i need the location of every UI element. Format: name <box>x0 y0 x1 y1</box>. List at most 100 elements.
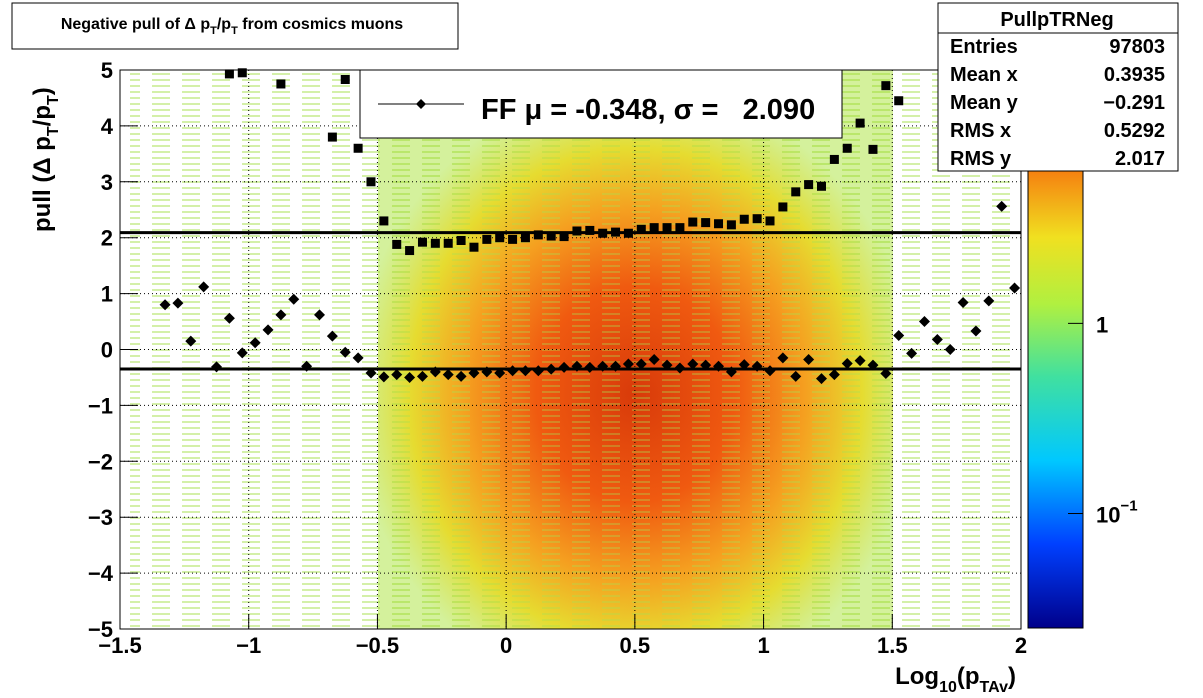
mean-marker <box>854 355 866 367</box>
mean-marker <box>700 359 712 371</box>
mean-marker <box>635 358 647 370</box>
stats-rows: Entries 97803 Mean x 0.3935 Mean y −0.291 RMS … <box>950 36 1165 170</box>
mean-marker <box>828 369 840 381</box>
y-tick-label: 5 <box>101 58 113 83</box>
sigma-marker <box>816 181 826 191</box>
mean-marker <box>159 299 171 311</box>
heatmap-texture <box>378 70 893 629</box>
sigma-marker <box>829 154 839 164</box>
mean-marker <box>198 281 210 293</box>
x-title-part: ) <box>1008 663 1016 690</box>
y-title-part: pull (Δ p <box>29 136 56 232</box>
sigma-marker <box>456 235 466 245</box>
y-axis-title: pull (Δ pT/pT) <box>29 87 62 232</box>
z-axis: 1 10−1 <box>1068 312 1138 528</box>
sigma-marker <box>366 177 376 187</box>
mean-marker <box>944 344 956 355</box>
sigma-marker <box>598 228 608 238</box>
mean-marker <box>893 330 905 342</box>
stats-value: −0.291 <box>1103 92 1165 114</box>
mean-marker <box>378 371 390 383</box>
mean-marker <box>172 297 184 309</box>
mean-marker <box>558 361 570 373</box>
mean-marker <box>301 360 313 372</box>
title-box <box>11 2 459 50</box>
title-part: from cosmics muons <box>238 16 403 33</box>
mean-marker <box>597 360 609 372</box>
mean-marker <box>790 370 802 382</box>
sigma-marker <box>778 202 788 212</box>
sigma-marker <box>636 224 646 234</box>
x-tick-label: 1 <box>757 633 769 658</box>
mean-marker <box>777 352 789 364</box>
sigma-marker <box>495 233 505 243</box>
mean-marker <box>494 367 506 379</box>
sigma-marker <box>559 232 569 242</box>
stats-value: 97803 <box>1109 36 1165 58</box>
legend-marker <box>416 99 426 109</box>
mean-marker <box>481 366 493 378</box>
mean-marker <box>970 325 982 337</box>
title-part: /p <box>217 16 231 33</box>
sigma-marker <box>572 226 582 236</box>
y-tick-label: −1 <box>88 393 113 418</box>
y-tick-label: −2 <box>88 449 113 474</box>
x-tick-label: 0.5 <box>620 633 651 658</box>
stats-value: 2.017 <box>1115 148 1165 170</box>
mean-marker <box>713 360 725 372</box>
sigma-marker <box>430 238 440 248</box>
z-tick-label: 10−1 <box>1096 498 1138 528</box>
mean-marker <box>442 369 454 381</box>
sigma-marker <box>482 234 492 244</box>
mean-marker <box>648 354 660 366</box>
mean-marker <box>725 366 737 378</box>
x-title-part: (p <box>957 663 980 690</box>
y-tick-label: 4 <box>101 114 114 139</box>
mean-marker <box>365 367 377 379</box>
x-title-part: Log <box>895 663 939 690</box>
mean-marker <box>339 346 351 358</box>
sigma-marker <box>701 218 711 228</box>
mean-marker <box>906 347 918 359</box>
sigma-marker <box>765 216 775 226</box>
sigma-marker <box>675 223 685 233</box>
mean-marker <box>507 365 519 377</box>
mean-marker <box>880 368 892 380</box>
y-tick-label: 3 <box>101 170 113 195</box>
sigma-marker <box>842 143 852 153</box>
z-tick-base: 10 <box>1096 503 1120 528</box>
sigma-marker <box>276 79 286 89</box>
chart-title: Negative pull of Δ pT/pT from cosmics mu… <box>61 16 403 37</box>
sigma-marker <box>327 132 337 142</box>
sigma-marker <box>405 246 415 256</box>
sigma-marker <box>353 143 363 153</box>
marks <box>120 68 1021 385</box>
title-sub: T <box>210 25 217 37</box>
y-tick-label: 2 <box>101 226 113 251</box>
sigma-marker <box>752 214 762 224</box>
mean-marker <box>674 362 686 374</box>
mean-marker <box>571 360 583 372</box>
mean-marker <box>352 352 364 364</box>
title-part: Negative pull of Δ p <box>61 16 211 33</box>
sigma-marker <box>791 187 801 197</box>
stats-value: 0.5292 <box>1104 120 1165 142</box>
mean-marker <box>764 365 776 377</box>
stats-name: RMS y <box>950 148 1012 170</box>
sigma-marker <box>623 228 633 238</box>
sigma-marker <box>804 180 814 190</box>
sigma-marker <box>417 237 427 247</box>
sigma-marker <box>868 144 878 154</box>
x-tick-label: −0.5 <box>356 633 399 658</box>
axes: −1.5 −1 −0.5 0 0.5 1 1.5 2 −5 −4 −3 −2 −1 0 1 2 3 4 5 <box>88 58 1027 658</box>
mean-marker <box>262 324 274 336</box>
sigma-marker <box>392 239 402 249</box>
mean-marker <box>391 369 403 381</box>
heatmap <box>130 70 1010 629</box>
x-tick-label: 0 <box>500 633 512 658</box>
sigma-marker <box>443 238 453 248</box>
mean-marker <box>416 370 428 382</box>
y-tick-label: −4 <box>88 561 114 586</box>
y-title-sub: T <box>45 126 62 136</box>
